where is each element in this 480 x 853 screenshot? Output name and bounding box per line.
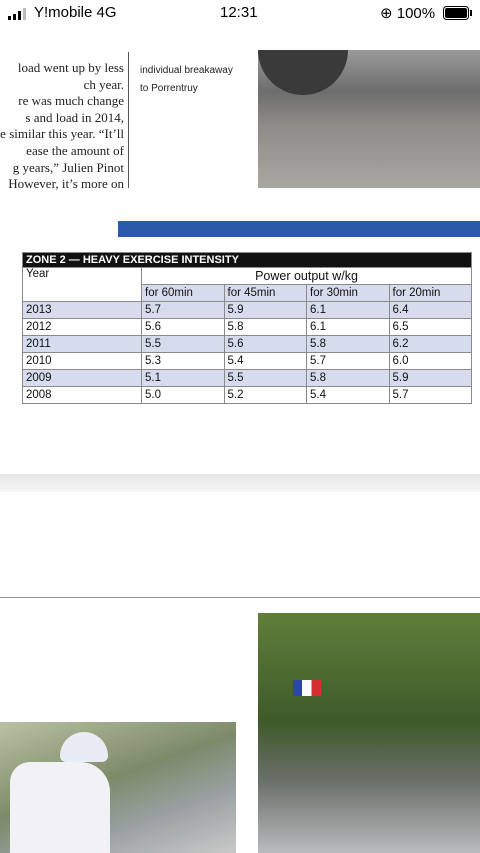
cell: 5.4 — [306, 386, 390, 404]
text-line: s and load in 2014, — [25, 109, 124, 125]
cell: 5.8 — [306, 335, 390, 353]
cell: 5.5 — [223, 369, 307, 387]
battery-text: ⊕ 100% — [380, 5, 436, 22]
cell: 5.2 — [223, 386, 307, 404]
year-cell: 2008 — [22, 386, 142, 404]
column-header: for 60min — [141, 284, 225, 302]
cell: 5.8 — [306, 369, 390, 387]
table-row: 2011 5.5 5.6 5.8 6.2 — [22, 335, 472, 353]
cell: 5.8 — [223, 318, 307, 336]
text-line: However, it’s more on — [8, 176, 124, 192]
table-row: 2012 5.6 5.8 6.1 6.5 — [22, 318, 472, 336]
cell: 5.9 — [388, 369, 472, 387]
cell: 5.0 — [141, 386, 225, 404]
photo — [258, 50, 480, 188]
year-cell: 2012 — [22, 318, 142, 336]
text-line: ch year. — [83, 76, 124, 92]
cell: 5.6 — [223, 335, 307, 353]
article-column: load went up by less ch year. re was much … — [0, 60, 124, 193]
table-row: 2009 5.1 5.5 5.8 5.9 — [22, 369, 472, 387]
status-bar: Y!mobile 4G 12:31 ⊕ 100% — [0, 0, 480, 26]
cell: 5.5 — [141, 335, 225, 353]
table-row: 2013 5.7 5.9 6.1 6.4 — [22, 301, 472, 319]
signal-icon — [8, 8, 26, 20]
text-line: re was much change — [18, 93, 124, 109]
group-header: Power output w/kg — [141, 267, 472, 285]
table-title: ZONE 2 — HEAVY EXERCISE INTENSITY — [22, 252, 472, 268]
cell: 5.6 — [141, 318, 225, 336]
text-line: load went up by less — [17, 60, 124, 75]
table-wrap: ZONE 2 — HEAVY EXERCISE INTENSITY Year Po… — [22, 252, 472, 404]
separator — [0, 474, 480, 492]
photo-wheel — [258, 50, 348, 95]
time: 12:31 — [220, 4, 258, 21]
photo-caption: individual breakaway to Porrentruy — [140, 62, 233, 98]
year-header: Year — [22, 267, 142, 302]
photo-peloton — [258, 613, 480, 853]
helmet — [60, 732, 108, 762]
year-cell: 2011 — [22, 335, 142, 353]
table-row: 2008 5.0 5.2 5.4 5.7 — [22, 386, 472, 404]
table-row: 2010 5.3 5.4 5.7 6.0 — [22, 352, 472, 370]
cell: 6.1 — [306, 301, 390, 319]
column-header: for 20min — [388, 284, 472, 302]
carrier: Y!mobile 4G — [34, 4, 117, 21]
cell: 5.9 — [223, 301, 307, 319]
caption-line: to Porrentruy — [140, 83, 198, 94]
year-cell: 2013 — [22, 301, 142, 319]
battery-icon — [443, 6, 472, 20]
cell: 6.4 — [388, 301, 472, 319]
cell: 5.1 — [141, 369, 225, 387]
cell: 6.2 — [388, 335, 472, 353]
year-cell: 2010 — [22, 352, 142, 370]
photo-cyclist — [0, 722, 236, 853]
year-cell: 2009 — [22, 369, 142, 387]
cell: 5.3 — [141, 352, 225, 370]
cell: 5.7 — [141, 301, 225, 319]
text-line: e similar this year. “It’ll — [0, 126, 124, 142]
cell: 6.1 — [306, 318, 390, 336]
text-line: ease the amount of — [26, 142, 124, 158]
caption-line: individual breakaway — [140, 65, 233, 76]
column-header: for 45min — [223, 284, 307, 302]
column-rule — [128, 52, 129, 188]
jersey — [10, 762, 110, 853]
cell: 5.7 — [306, 352, 390, 370]
battery-level: 100% — [396, 5, 436, 22]
column-header: for 30min — [306, 284, 390, 302]
cell: 5.4 — [223, 352, 307, 370]
data-table: ZONE 2 — HEAVY EXERCISE INTENSITY Year Po… — [22, 252, 472, 404]
flag — [293, 680, 321, 696]
text-line: g years,” Julien Pinot — [12, 159, 124, 175]
cell: 6.0 — [388, 352, 472, 370]
cell: 5.7 — [388, 386, 472, 404]
cell: 6.5 — [388, 318, 472, 336]
divider — [0, 597, 480, 598]
blue-banner — [118, 221, 480, 237]
